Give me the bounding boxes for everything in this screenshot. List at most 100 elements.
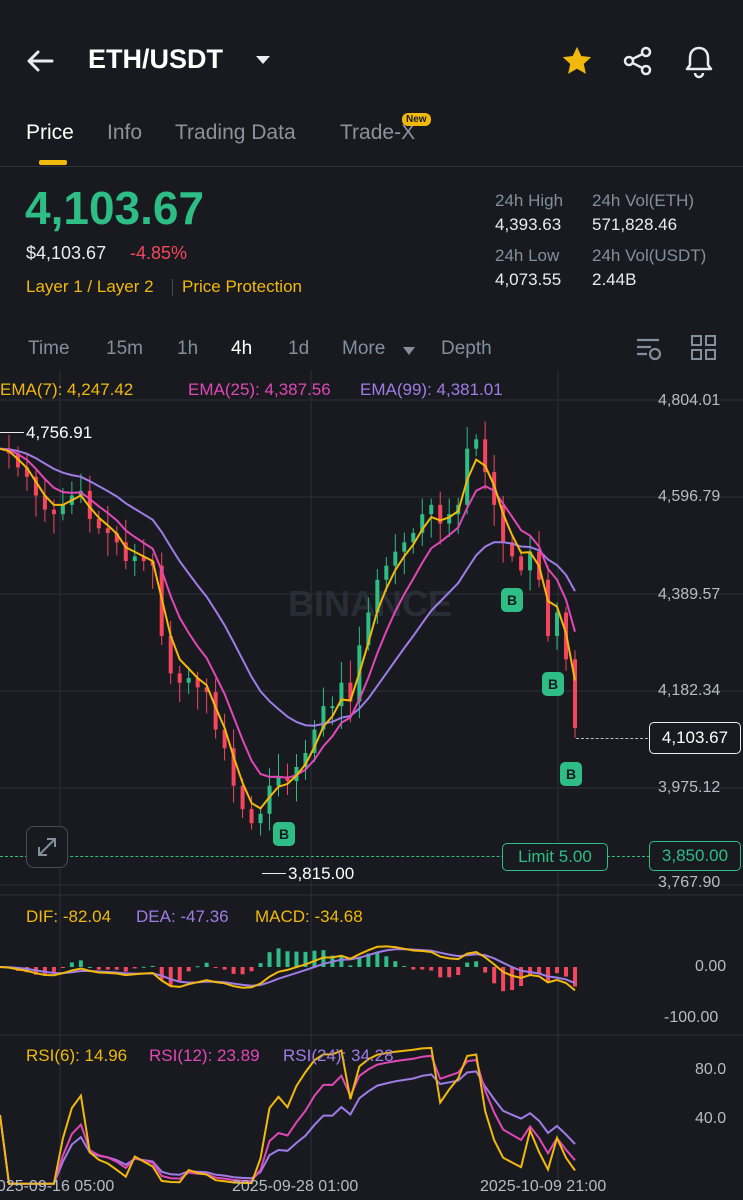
candle-body — [87, 490, 92, 519]
candle-body — [366, 612, 371, 646]
buy-marker[interactable]: B — [560, 762, 582, 786]
star-icon[interactable] — [560, 44, 594, 83]
arrow-left-icon — [27, 50, 54, 72]
dif-line — [0, 945, 576, 992]
candle-body — [249, 809, 254, 824]
macd-bar — [294, 951, 299, 967]
limit-order-tag[interactable]: Limit 5.00 — [502, 843, 608, 871]
usd-price: $4,103.67 — [26, 243, 107, 263]
macd-bar — [231, 967, 236, 974]
tf-1h[interactable]: 1h — [177, 338, 199, 359]
high-marker-line — [0, 432, 24, 433]
candle-body — [501, 504, 506, 543]
tab-trading-data[interactable]: Trading Data — [175, 121, 296, 144]
macd-bar — [546, 967, 551, 983]
grid-layout-icon[interactable] — [690, 334, 718, 367]
price-change: -4.85% — [130, 243, 188, 263]
candle-body — [303, 752, 308, 767]
macd-bar — [222, 967, 227, 970]
macd-bar — [438, 967, 443, 978]
tf-15m[interactable]: 15m — [106, 338, 143, 359]
tf-depth[interactable]: Depth — [441, 338, 492, 359]
macd-bar — [366, 953, 371, 967]
rsi12-legend: RSI(12): 23.89 — [149, 1046, 260, 1065]
price-chart[interactable]: BINANCE — [0, 370, 743, 1200]
tf-1d[interactable]: 1d — [288, 338, 310, 359]
indicator-settings-icon[interactable] — [634, 334, 664, 367]
current-price-line — [576, 738, 648, 739]
macd-bar — [249, 967, 254, 972]
macd-bar — [429, 967, 434, 971]
candle-body — [132, 556, 137, 562]
macd-axis-tick: 0.00 — [695, 958, 727, 975]
macd-bar — [528, 967, 533, 975]
ema25-line — [0, 447, 576, 779]
tab-trade-x[interactable]: Trade-X — [340, 121, 416, 144]
buy-marker[interactable]: B — [273, 822, 295, 846]
macd-bar — [411, 967, 416, 970]
macd-bar — [267, 952, 272, 967]
macd-bar — [285, 951, 290, 967]
macd-bar — [447, 967, 452, 978]
current-price-tag: 4,103.67 — [649, 722, 741, 754]
candle-body — [465, 448, 470, 505]
macd-bar — [456, 967, 461, 975]
macd-bar — [186, 967, 191, 972]
tf-4h[interactable]: 4h — [231, 338, 253, 359]
candle-body — [105, 528, 110, 533]
tf-more[interactable]: More — [342, 338, 386, 359]
ema7-line — [0, 447, 576, 810]
candle-body — [168, 635, 173, 674]
divider — [0, 166, 743, 167]
macd-bar — [258, 963, 263, 967]
macd-bar — [96, 967, 101, 970]
macd-bar — [123, 967, 128, 972]
candle-body — [339, 682, 344, 707]
limit-order-line — [0, 856, 650, 857]
tab-price[interactable]: Price — [26, 121, 74, 144]
tag-price-protection[interactable]: Price Protection — [182, 277, 302, 296]
macd-bar — [132, 967, 137, 969]
chevron-down-icon[interactable] — [254, 53, 272, 72]
macd-bar — [114, 967, 119, 970]
candle-body — [447, 514, 452, 524]
tf-time[interactable]: Time — [28, 338, 70, 359]
macd-bar — [357, 957, 362, 967]
rsi24-legend: RSI(24): 34.28 — [283, 1046, 394, 1065]
candle-body — [231, 748, 236, 786]
macd-bar — [87, 966, 92, 968]
price-axis-tick: 3,975.12 — [658, 779, 721, 796]
candle-body — [546, 579, 551, 636]
macd-bar — [168, 967, 173, 986]
macd-bar — [321, 950, 326, 967]
macd-bar — [465, 962, 470, 967]
vol-usdt-value: 2.44B — [592, 270, 637, 289]
candle-body — [573, 659, 577, 728]
limit-price-tag: 3,850.00 — [649, 841, 741, 871]
candle-body — [375, 579, 380, 613]
macd-bar — [375, 952, 380, 967]
fullscreen-button[interactable] — [26, 826, 68, 868]
candle-body — [402, 542, 407, 552]
macd-legend: MACD: -34.68 — [255, 907, 363, 926]
tab-info[interactable]: Info — [107, 121, 143, 144]
candle-body — [222, 729, 227, 749]
macd-bar — [501, 967, 506, 992]
vol-eth-label: 24h Vol(ETH) — [592, 191, 695, 210]
candle-body — [141, 556, 146, 562]
buy-marker[interactable]: B — [542, 672, 564, 696]
last-price: 4,103.67 — [25, 182, 205, 234]
macd-bar — [51, 967, 56, 973]
pair-title[interactable]: ETH/USDT — [88, 44, 223, 74]
macd-bar — [177, 967, 182, 981]
buy-marker[interactable]: B — [501, 588, 523, 612]
tag-layer[interactable]: Layer 1 / Layer 2 — [26, 277, 154, 296]
back-button[interactable] — [22, 44, 62, 78]
caret-down-icon — [402, 343, 416, 361]
macd-bar — [303, 951, 308, 967]
share-icon[interactable] — [621, 44, 655, 83]
candle-body — [204, 687, 209, 693]
macd-axis-tick: -100.00 — [664, 1009, 719, 1026]
ema25-legend: EMA(25): 4,387.56 — [188, 380, 331, 399]
bell-icon[interactable] — [682, 43, 716, 84]
